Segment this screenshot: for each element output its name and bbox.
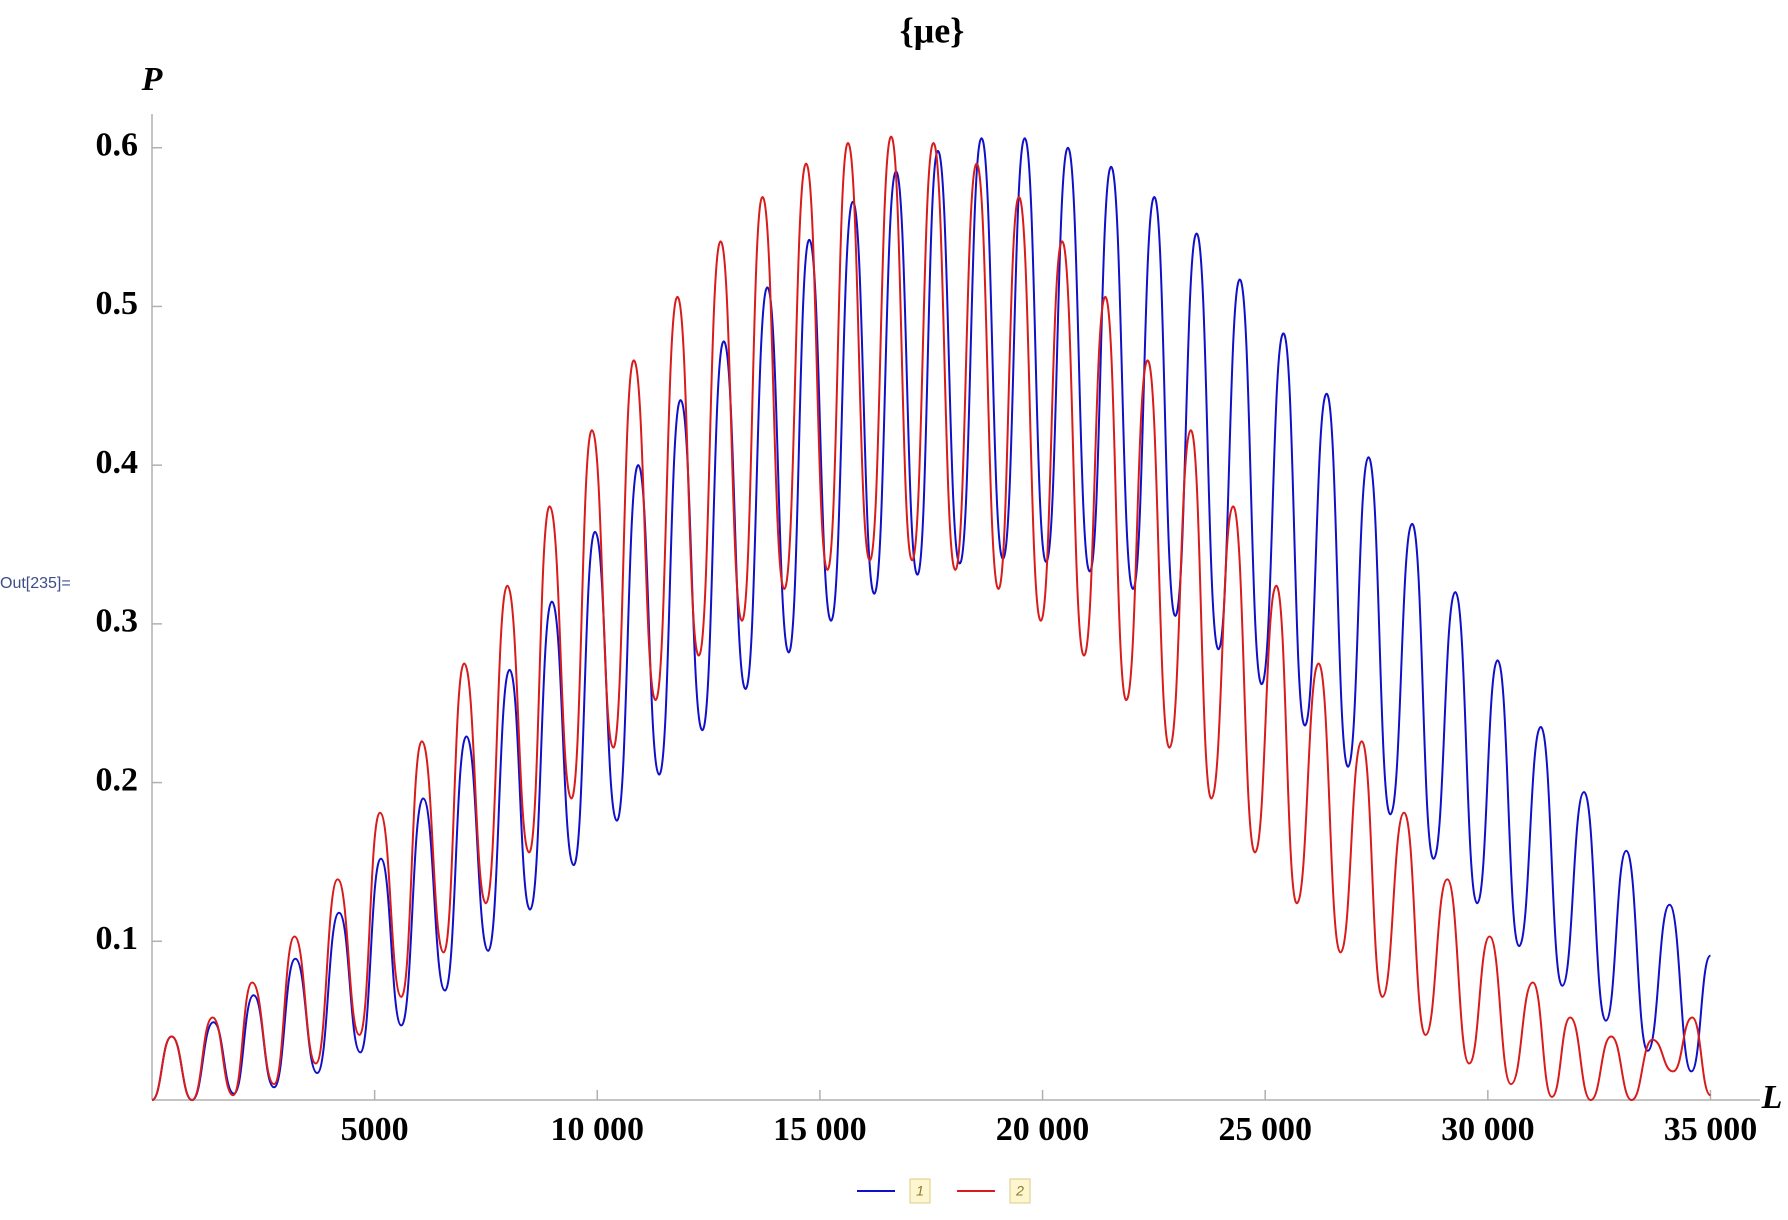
series-line	[151, 135, 1712, 1102]
x-axis-label: L	[1761, 1079, 1783, 1116]
x-tick-label: 15 000	[773, 1111, 867, 1148]
cell-label: Out[235]=	[0, 575, 71, 592]
x-tick-label: 25 000	[1218, 1111, 1312, 1148]
y-tick-label: 0.3	[96, 603, 139, 640]
y-axis-label: P	[141, 61, 163, 98]
y-tick-label: 0.5	[96, 285, 139, 322]
chart-title: {μe}	[900, 10, 965, 50]
x-tick-label: 10 000	[551, 1111, 645, 1148]
x-tick-label: 5000	[341, 1111, 409, 1148]
y-tick-label: 0.4	[96, 444, 139, 481]
y-tick-label: 0.2	[96, 761, 139, 798]
x-tick-label: 30 000	[1441, 1111, 1535, 1148]
x-tick-label: 20 000	[996, 1111, 1090, 1148]
y-tick-label: 0.6	[96, 127, 139, 164]
series-line	[151, 137, 1712, 1102]
legend-box	[1009, 1178, 1031, 1204]
legend-box	[909, 1178, 931, 1204]
x-tick-label: 35 000	[1664, 1111, 1758, 1148]
legend-label: 2	[1015, 1183, 1024, 1199]
y-tick-label: 0.1	[96, 920, 139, 957]
legend-label: 1	[916, 1183, 924, 1199]
